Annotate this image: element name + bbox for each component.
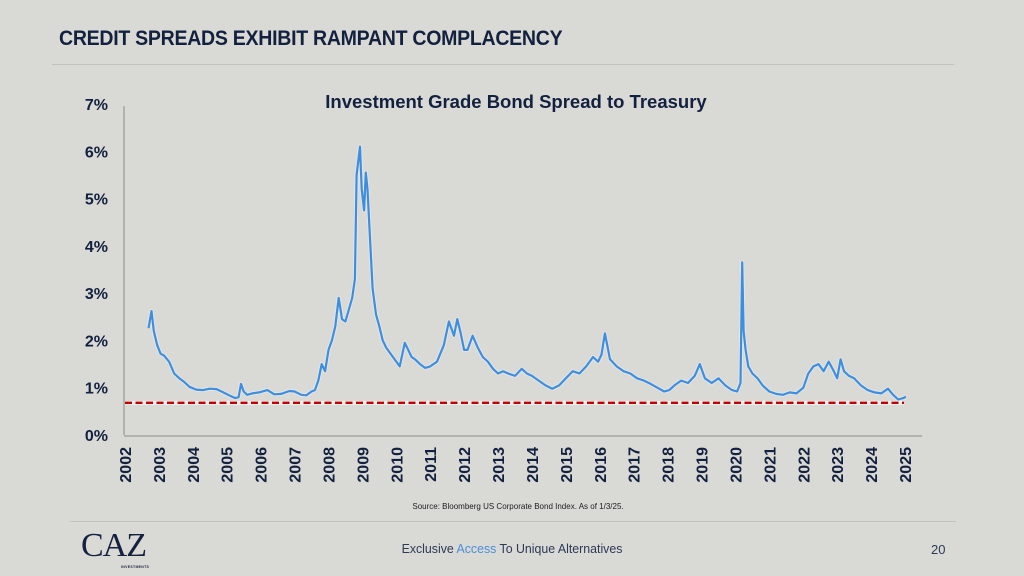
x-tick-label: 2021 xyxy=(762,447,779,483)
y-tick-label: 1% xyxy=(85,381,108,398)
x-tick-label: 2009 xyxy=(355,447,372,483)
x-tick-label: 2018 xyxy=(661,447,678,483)
caz-logo: CAZ xyxy=(81,527,147,564)
x-tick-label: 2022 xyxy=(796,447,813,483)
x-tick-label: 2004 xyxy=(186,447,203,483)
x-tick-label: 2006 xyxy=(254,447,271,483)
x-tick-label: 2007 xyxy=(288,447,305,483)
x-tick-label: 2012 xyxy=(457,447,474,483)
x-tick-label: 2025 xyxy=(898,447,915,483)
x-tick-label: 2015 xyxy=(559,447,576,483)
source-note: Source: Bloomberg US Corporate Bond Inde… xyxy=(412,502,624,511)
title-divider xyxy=(52,64,954,65)
footer-tagline: Exclusive Access To Unique Alternatives xyxy=(26,541,999,556)
y-tick-label: 4% xyxy=(85,239,108,256)
y-tick-label: 5% xyxy=(85,192,108,209)
series-line-halo xyxy=(146,144,906,402)
x-tick-label: 2010 xyxy=(389,447,406,483)
x-tick-label: 2023 xyxy=(830,447,847,483)
y-tick-label: 6% xyxy=(85,144,108,161)
y-tick-label: 0% xyxy=(85,428,108,445)
x-tick-label: 2017 xyxy=(627,447,644,483)
page-number: 20 xyxy=(931,542,946,557)
series-line xyxy=(147,145,907,401)
tagline-end: To Unique Alternatives xyxy=(496,541,623,556)
y-tick-label: 7% xyxy=(85,97,108,114)
x-tick-label: 2016 xyxy=(593,447,610,483)
x-tick-label: 2020 xyxy=(728,447,745,483)
series-group xyxy=(146,144,907,402)
tagline-accent: Access xyxy=(456,541,497,556)
y-axis: 0% 1% 2% 3% 4% 5% 6% 7% xyxy=(85,97,125,445)
x-tick-label: 2014 xyxy=(525,447,542,483)
x-axis: 2002 2003 2004 2005 2006 2007 2008 2009 2010 2011… xyxy=(118,435,922,483)
x-tick-label: 2005 xyxy=(220,447,237,483)
x-tick-label: 2002 xyxy=(118,447,135,483)
footer-divider xyxy=(70,521,956,522)
y-tick-label: 3% xyxy=(85,286,108,303)
tagline-start: Exclusive xyxy=(401,541,457,556)
y-tick-label: 2% xyxy=(85,333,108,350)
x-tick-label: 2008 xyxy=(321,447,338,483)
x-tick-label: 2019 xyxy=(695,447,712,483)
x-tick-label: 2003 xyxy=(152,447,169,483)
x-tick-label: 2013 xyxy=(491,447,508,483)
chart-title: Investment Grade Bond Spread to Treasury xyxy=(325,91,707,112)
x-tick-label: 2011 xyxy=(423,447,440,482)
caz-logo-subtext: INVESTMENTS xyxy=(121,565,150,569)
x-tick-label: 2024 xyxy=(864,447,881,483)
slide-title: CREDIT SPREADS EXHIBIT RAMPANT COMPLACEN… xyxy=(59,27,563,50)
